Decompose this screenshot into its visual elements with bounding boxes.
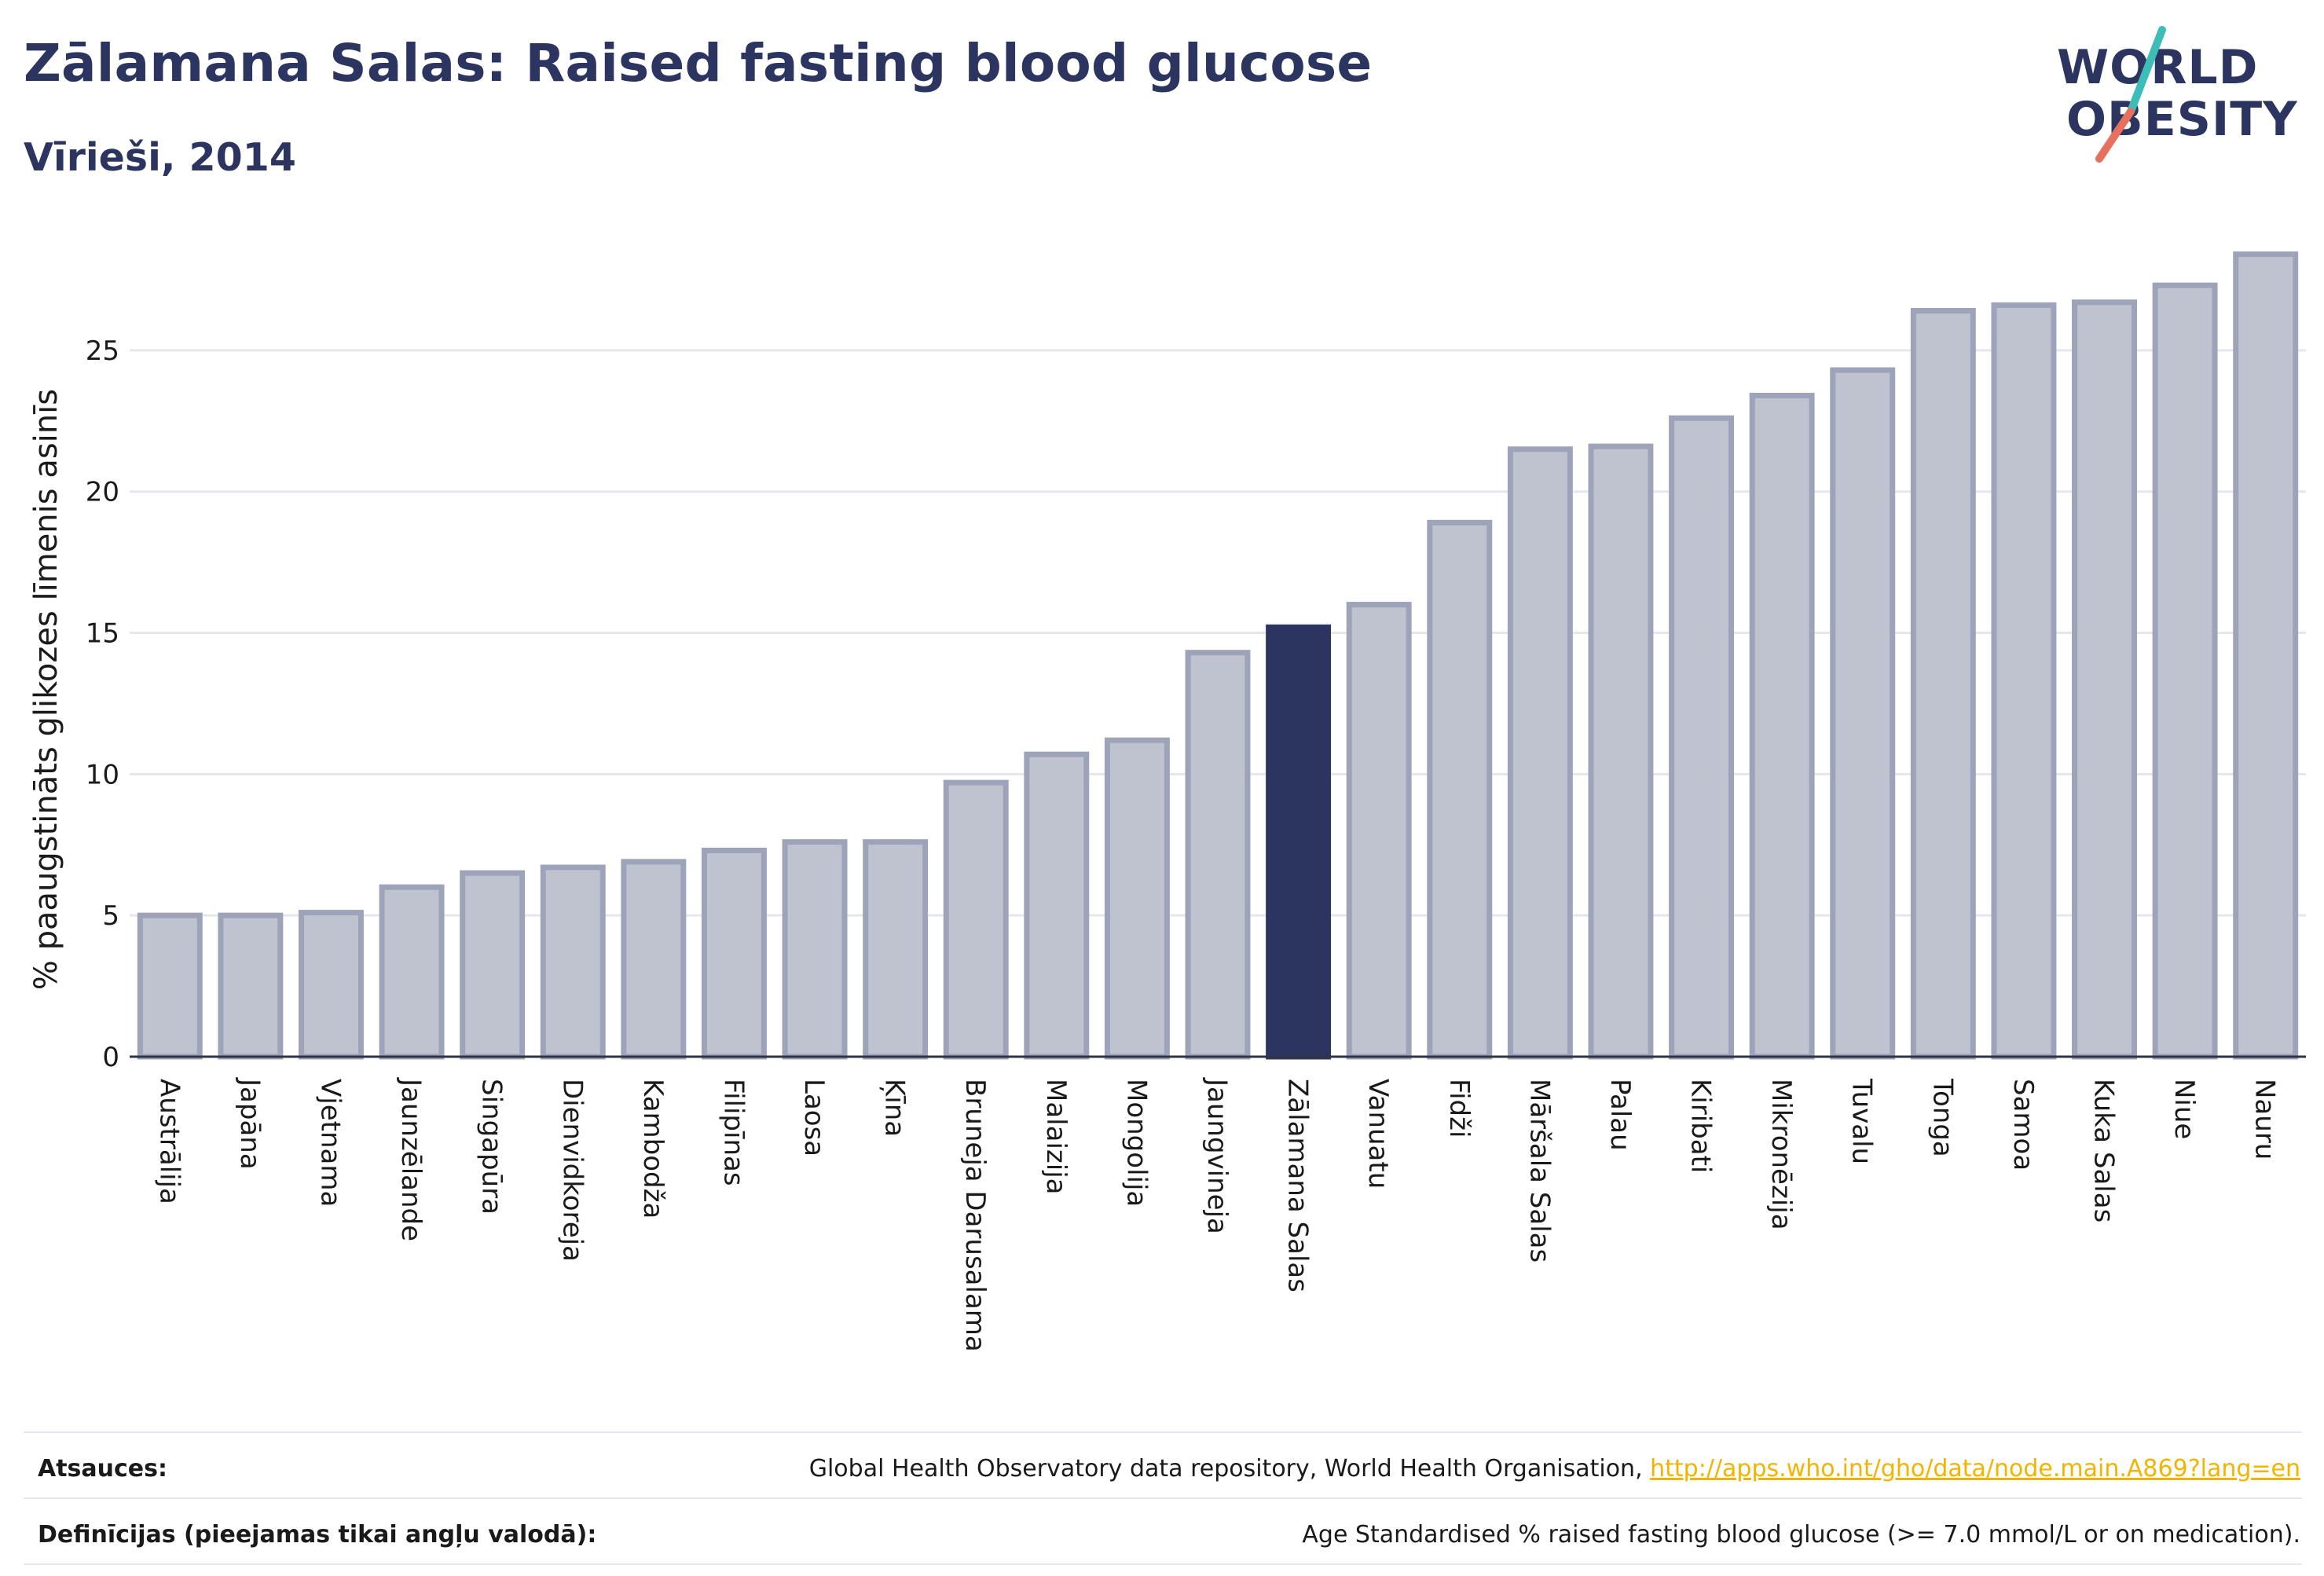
bar: [1104, 737, 1170, 1060]
bar: [379, 884, 445, 1060]
footer-divider-middle: [24, 1497, 2302, 1499]
y-tick-label: 25: [86, 335, 119, 367]
y-tick-label: 20: [86, 477, 119, 508]
x-tick-label: Filipīnas: [717, 1079, 749, 1186]
bar: [1588, 443, 1654, 1060]
x-tick-label: Niue: [2168, 1079, 2200, 1139]
logo-slash-bottom: [2095, 108, 2135, 163]
bar: [782, 839, 848, 1060]
bar: [1749, 392, 1815, 1060]
bar: [2072, 299, 2137, 1060]
bar: [1024, 751, 1090, 1060]
y-tick-label: 15: [86, 618, 119, 650]
y-tick-label: 0: [102, 1042, 119, 1073]
bar: [1346, 602, 1412, 1060]
definitions-label: Definīcijas (pieejamas tikai angļu valod…: [38, 1521, 597, 1549]
x-tick-label: Tonga: [1926, 1078, 1958, 1157]
x-tick-label: Kuka Salas: [2088, 1079, 2120, 1222]
x-tick-label: Japāna: [234, 1077, 266, 1170]
x-tick-label: Vanuatu: [1362, 1079, 1394, 1189]
footer-divider-bottom: [24, 1563, 2302, 1565]
x-tick-label: Zālamana Salas: [1282, 1079, 1314, 1292]
x-tick-label: Kambodža: [637, 1079, 669, 1219]
x-tick-label: Austrālija: [153, 1079, 185, 1204]
bar: [540, 864, 606, 1060]
x-tick-label: Jaungvineja: [1201, 1077, 1233, 1234]
x-tick-label: Laosa: [798, 1079, 830, 1156]
sources-value: Global Health Observatory data repositor…: [809, 1455, 2300, 1483]
x-tick-label: Fidži: [1443, 1079, 1475, 1138]
x-tick-label: Kiribati: [1685, 1079, 1717, 1173]
x-tick-label: Dienvidkoreja: [556, 1079, 588, 1262]
bar: [863, 839, 929, 1060]
bar: [621, 859, 687, 1060]
bar: [1266, 624, 1332, 1060]
bar: [1507, 446, 1573, 1060]
bar: [943, 779, 1009, 1060]
chart-title: Zālamana Salas: Raised fasting blood glu…: [24, 33, 1373, 93]
y-tick-label: 5: [102, 900, 119, 932]
x-tick-label: Tuvalu: [1846, 1078, 1878, 1164]
x-tick-label: Vjetnama: [314, 1079, 346, 1207]
y-tick-labels: 0 5 10 15 20 25: [86, 335, 119, 1073]
x-tick-label: Palau: [1604, 1079, 1636, 1151]
definitions-value: Age Standardised % raised fasting blood …: [1302, 1521, 2300, 1549]
x-tick-labels: Austrālija Japāna Vjetnama Jaunzēlande Singa…: [153, 1077, 2280, 1352]
bar: [460, 870, 526, 1060]
bar: [1427, 519, 1493, 1060]
bar: [2233, 251, 2299, 1060]
sources-label: Atsauces:: [38, 1455, 167, 1483]
chart-subtitle: Vīrieši, 2014: [24, 135, 296, 180]
world-obesity-logo: WORLD OBESITY: [2057, 26, 2298, 163]
y-axis-label: % paaugstināts glikozes līmenis asinīs: [28, 389, 64, 990]
bar: [2152, 282, 2218, 1060]
x-tick-label: Bruneja Darusalama: [959, 1079, 991, 1352]
bar: [1185, 650, 1251, 1060]
logo-slash-top: [2127, 26, 2166, 115]
bar: [1991, 302, 2057, 1060]
bar: [1669, 415, 1735, 1060]
logo-text-obesity: OBESITY: [2066, 92, 2298, 147]
bar: [218, 912, 284, 1060]
bar: [137, 912, 203, 1060]
bar: [299, 910, 364, 1060]
bar: [1910, 308, 1976, 1060]
sources-text: Global Health Observatory data repositor…: [808, 1455, 1651, 1483]
x-tick-label: Singapūra: [476, 1079, 508, 1215]
footer-divider-top: [24, 1431, 2302, 1433]
bar: [701, 847, 767, 1060]
bar: [1830, 367, 1896, 1060]
bar-layer: [137, 251, 2299, 1060]
x-tick-label: Samoa: [2007, 1079, 2039, 1171]
x-tick-label: Nauru: [2249, 1079, 2281, 1160]
x-tick-label: Ķīna: [879, 1079, 911, 1137]
x-tick-label: Māršala Salas: [1523, 1079, 1555, 1263]
x-tick-label: Mikronēzija: [1765, 1079, 1797, 1230]
bar-chart: 0 5 10 15 20 25 Austrālija Japāna Vjetnama Jaunz…: [28, 251, 2306, 1352]
sources-link[interactable]: http://apps.who.int/gho/data/node.main.A…: [1650, 1455, 2300, 1483]
x-tick-label: Malaizija: [1040, 1079, 1072, 1194]
x-tick-label: Mongolija: [1120, 1079, 1152, 1207]
x-tick-label: Jaunzēlande: [395, 1077, 427, 1241]
y-tick-label: 10: [86, 759, 119, 790]
